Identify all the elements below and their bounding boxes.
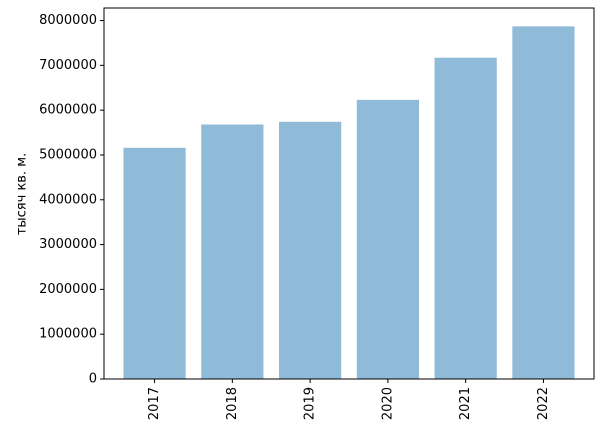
- y-tick-label: 2000000: [39, 282, 97, 297]
- bar: [201, 124, 264, 379]
- y-tick-label: 5000000: [39, 147, 97, 162]
- x-tick-label: 2021: [458, 387, 473, 420]
- y-tick-label: 7000000: [39, 58, 97, 73]
- bar: [123, 147, 186, 379]
- bar: [356, 99, 419, 379]
- y-tick-label: 1000000: [39, 327, 97, 342]
- x-tick-label: 2017: [147, 387, 162, 420]
- y-tick-label: 8000000: [39, 13, 97, 28]
- bar: [279, 121, 342, 380]
- y-tick-label: 0: [89, 372, 97, 387]
- y-tick-label: 6000000: [39, 103, 97, 118]
- bar: [512, 26, 575, 379]
- x-tick-label: 2020: [380, 387, 395, 420]
- y-tick-label: 3000000: [39, 237, 97, 252]
- plot-frame: [103, 7, 595, 380]
- y-tick-label: 4000000: [39, 192, 97, 207]
- bar: [434, 57, 497, 380]
- y-axis-label: тысяч кв. м.: [15, 153, 30, 235]
- x-tick-label: 2019: [303, 387, 318, 420]
- x-tick-label: 2022: [536, 387, 551, 420]
- x-tick-label: 2018: [225, 387, 240, 420]
